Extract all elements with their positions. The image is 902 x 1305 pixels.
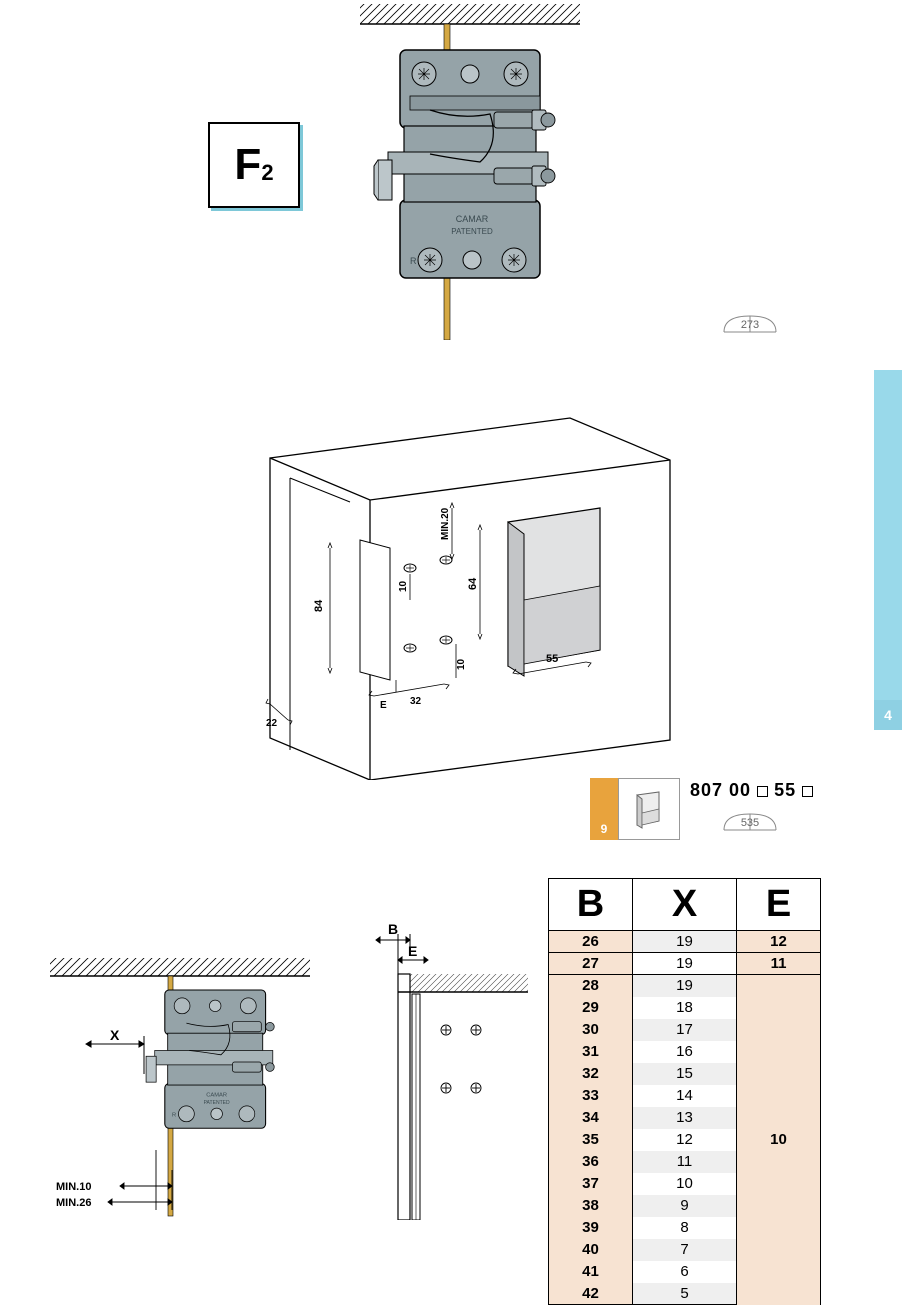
section-number-tab: 4	[874, 700, 902, 730]
section-b-e-view: B E	[358, 920, 528, 1220]
cell-x: 8	[633, 1217, 737, 1239]
dimension-table: B X E 2619122719112819102918301731163215…	[548, 878, 821, 1305]
table-row: 271911	[549, 953, 821, 975]
svg-text:55: 55	[546, 653, 558, 665]
cell-x: 19	[633, 975, 737, 997]
cell-b: 41	[549, 1261, 633, 1283]
page-reference-icon: 273	[720, 310, 780, 338]
svg-text:32: 32	[410, 696, 422, 707]
figure-sub: 2	[261, 160, 273, 186]
svg-text:MIN.10: MIN.10	[56, 1181, 91, 1193]
cell-x: 17	[633, 1019, 737, 1041]
cabinet-isometric-diagram: 84 10 MIN.20 64 10 55 E 32 22	[230, 400, 690, 780]
book-page-icon: 535	[720, 808, 780, 836]
cell-b: 28	[549, 975, 633, 997]
cell-x: 6	[633, 1261, 737, 1283]
svg-text:MIN.20: MIN.20	[440, 507, 451, 540]
table-header-x: X	[633, 879, 737, 931]
part-number: 807 00 55	[690, 780, 813, 801]
cell-x: 15	[633, 1063, 737, 1085]
cell-x: 9	[633, 1195, 737, 1217]
svg-text:MIN.26: MIN.26	[56, 1197, 91, 1209]
product-reference-block: 9 807 00 55 535	[590, 778, 890, 848]
cell-x: 5	[633, 1283, 737, 1305]
side-mark: R	[410, 256, 417, 266]
figure-label-box: F 2	[208, 122, 300, 208]
brand-text: CAMAR	[456, 214, 489, 224]
table-header-b: B	[549, 879, 633, 931]
cell-x: 12	[633, 1129, 737, 1151]
cell-b: 33	[549, 1085, 633, 1107]
svg-text:84: 84	[313, 599, 325, 612]
cell-b: 38	[549, 1195, 633, 1217]
svg-text:10: 10	[398, 580, 409, 592]
cell-e: 10	[737, 975, 821, 1305]
svg-text:E: E	[408, 943, 417, 959]
cell-b: 27	[549, 953, 633, 975]
cell-x: 14	[633, 1085, 737, 1107]
cell-b: 39	[549, 1217, 633, 1239]
svg-text:E: E	[380, 700, 387, 711]
svg-text:10: 10	[456, 658, 467, 670]
cell-x: 10	[633, 1173, 737, 1195]
cell-e: 11	[737, 953, 821, 975]
cell-x: 18	[633, 997, 737, 1019]
svg-text:CAMAR: CAMAR	[206, 1093, 227, 1099]
cell-b: 29	[549, 997, 633, 1019]
cell-b: 42	[549, 1283, 633, 1305]
figure-letter: F	[234, 140, 261, 190]
svg-text:X: X	[110, 1027, 120, 1043]
table-header-e: E	[737, 879, 821, 931]
cell-b: 30	[549, 1019, 633, 1041]
cell-x: 16	[633, 1041, 737, 1063]
table-row: 281910	[549, 975, 821, 997]
hardware-x-dimension-view: CAMAR PATENTED R X MIN.10 MIN.26	[50, 940, 310, 1240]
table-row: 261912	[549, 931, 821, 953]
ref-tab-number: 9	[590, 778, 618, 840]
cell-b: 35	[549, 1129, 633, 1151]
cell-b: 32	[549, 1063, 633, 1085]
svg-text:535: 535	[741, 817, 759, 829]
cell-x: 19	[633, 953, 737, 975]
svg-text:R: R	[172, 1113, 176, 1119]
hardware-front-view: CAMAR PATENTED R	[360, 0, 580, 340]
svg-text:22: 22	[266, 718, 278, 729]
cell-b: 34	[549, 1107, 633, 1129]
cell-b: 37	[549, 1173, 633, 1195]
cell-b: 26	[549, 931, 633, 953]
cell-e: 12	[737, 931, 821, 953]
patent-text: PATENTED	[451, 227, 493, 236]
svg-text:64: 64	[467, 577, 479, 590]
cell-b: 40	[549, 1239, 633, 1261]
svg-text:PATENTED: PATENTED	[204, 1100, 230, 1106]
cover-icon	[618, 778, 680, 840]
svg-text:273: 273	[741, 319, 759, 331]
side-color-tab	[874, 370, 902, 730]
cell-x: 13	[633, 1107, 737, 1129]
cell-x: 7	[633, 1239, 737, 1261]
cell-b: 31	[549, 1041, 633, 1063]
cell-b: 36	[549, 1151, 633, 1173]
cell-x: 19	[633, 931, 737, 953]
cell-x: 11	[633, 1151, 737, 1173]
svg-text:B: B	[388, 921, 398, 937]
